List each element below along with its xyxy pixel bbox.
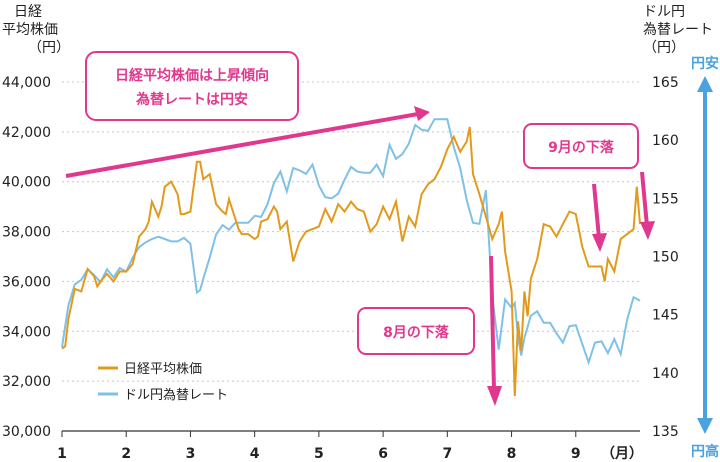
right-tick-label: 150 xyxy=(652,250,679,266)
yen-weak-label: 円安 xyxy=(691,55,719,72)
left-tick-label: 38,000 xyxy=(2,225,51,241)
legend: 日経平均株価 ドル円為替レート xyxy=(98,362,228,403)
right-tick-label: 140 xyxy=(652,366,679,382)
aug-drop-label: 8月の下落 xyxy=(383,324,450,341)
x-tick-label: 5 xyxy=(314,446,324,462)
right-tick-label: 155 xyxy=(652,191,679,207)
left-tick-label: 34,000 xyxy=(2,324,51,340)
left-axis-label-line2: 平均株価 xyxy=(2,22,58,38)
trend-annotation-box xyxy=(85,51,299,121)
series-line-usdjpy xyxy=(61,118,641,366)
yen-scale-arrow xyxy=(697,76,713,434)
trend-arrow xyxy=(65,106,430,178)
sep-drop-box xyxy=(523,123,639,169)
left-tick-label: 42,000 xyxy=(2,125,51,141)
sep-drop-label: 9月の下落 xyxy=(548,139,615,156)
x-axis-ticks: 1 2 3 4 5 6 7 8 9 （月） xyxy=(57,431,643,462)
left-tick-label: 40,000 xyxy=(2,175,51,191)
left-axis-ticks: 44,000 42,000 40,000 38,000 36,000 34,000 32,0… xyxy=(2,75,51,440)
right-axis-label-line2: 為替レート xyxy=(643,22,713,38)
legend-label-usdjpy: ドル円為替レート xyxy=(124,387,228,403)
sep-drop-arrow-left xyxy=(592,183,607,252)
x-tick-label: 6 xyxy=(378,446,388,462)
left-axis-label-line3: （円） xyxy=(28,40,70,56)
right-tick-label: 160 xyxy=(652,133,679,149)
left-tick-label: 44,000 xyxy=(2,75,51,91)
sep-drop-annotation: 9月の下落 xyxy=(523,123,639,169)
legend-label-nikkei: 日経平均株価 xyxy=(124,362,202,377)
left-axis-label-line1: 日経 xyxy=(14,4,42,20)
x-tick-label: 3 xyxy=(186,446,196,462)
x-tick-label: 7 xyxy=(442,446,452,462)
left-tick-label: 36,000 xyxy=(2,274,51,290)
aug-drop-box xyxy=(357,307,475,355)
aug-drop-arrow xyxy=(487,255,502,406)
x-axis-unit: （月） xyxy=(601,446,643,462)
left-tick-label: 32,000 xyxy=(2,374,51,390)
series-line-nikkei xyxy=(61,126,641,397)
right-axis-label-line3: （円） xyxy=(643,40,685,56)
right-axis-label-line1: ドル円 xyxy=(643,4,685,20)
x-tick-label: 9 xyxy=(571,446,581,462)
aug-drop-annotation: 8月の下落 xyxy=(357,307,475,355)
yen-strong-label: 円高 xyxy=(691,443,719,460)
trend-annotation: 日経平均株価は上昇傾向 為替レートは円安 xyxy=(85,51,299,121)
right-tick-label: 165 xyxy=(652,75,679,91)
right-tick-label: 145 xyxy=(652,308,679,324)
right-tick-label: 135 xyxy=(652,424,679,440)
x-tick-label: 4 xyxy=(250,446,260,462)
sep-drop-arrow-right xyxy=(640,171,655,240)
x-tick-label: 2 xyxy=(121,446,131,462)
trend-annotation-line1: 日経平均株価は上昇傾向 xyxy=(115,67,269,84)
trend-annotation-line2: 為替レートは円安 xyxy=(135,91,248,108)
left-tick-label: 30,000 xyxy=(2,424,51,440)
x-tick-label: 1 xyxy=(57,446,67,462)
right-axis-ticks: 165 160 155 150 145 140 135 xyxy=(652,75,679,440)
x-tick-label: 8 xyxy=(507,446,517,462)
